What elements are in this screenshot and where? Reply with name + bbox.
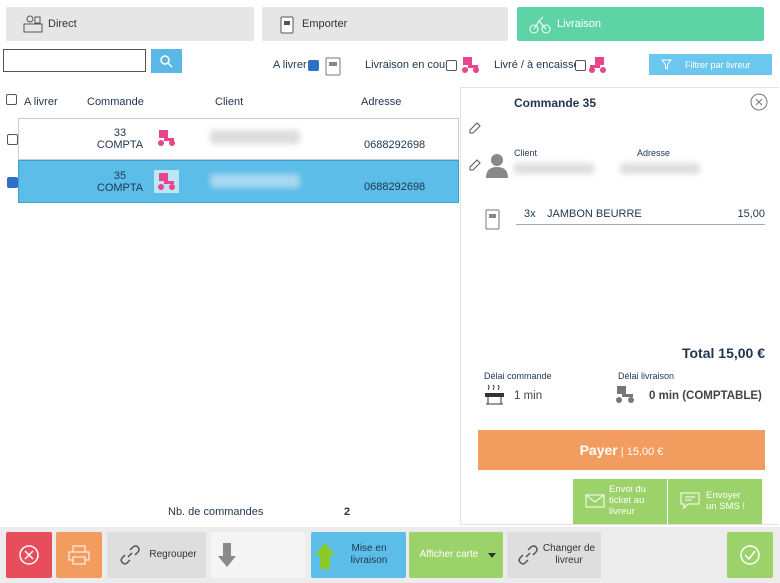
- tab-delivery[interactable]: Livraison: [517, 7, 764, 41]
- column-header: Adresse: [361, 96, 402, 108]
- phone: 0688292698: [364, 181, 426, 193]
- validate-button[interactable]: [727, 532, 773, 578]
- caret: [488, 553, 496, 558]
- order-delay: 1 min: [514, 390, 543, 402]
- phone: 0688292698: [364, 139, 426, 151]
- button-label: Mise en livraison: [350, 543, 388, 566]
- item-price: 15,00: [737, 208, 765, 220]
- item-name: JAMBON BEURRE: [547, 208, 642, 220]
- blurred-client: [210, 130, 300, 144]
- tab-takeaway[interactable]: Emporter: [262, 7, 508, 41]
- tab-label: Emporter: [302, 18, 348, 30]
- filter-checkbox[interactable]: [446, 60, 457, 71]
- order-number: 35: [113, 170, 127, 182]
- show-map-button[interactable]: Afficher carte: [409, 532, 503, 578]
- client-label: Client: [514, 148, 538, 158]
- bag-icon: [325, 57, 341, 76]
- order-count: 2: [344, 506, 351, 518]
- group-button[interactable]: Regrouper: [107, 532, 206, 578]
- filter-checkbox[interactable]: [575, 60, 586, 71]
- search-button[interactable]: [151, 49, 182, 73]
- search-input[interactable]: [3, 49, 146, 72]
- scooter-icon: [616, 386, 634, 403]
- funnel-icon: [661, 59, 672, 70]
- filter-label: A livrer: [273, 59, 307, 71]
- search-icon: [160, 55, 173, 68]
- order-label: COMPTA: [96, 139, 144, 151]
- button-label: Changer de livreur: [542, 543, 596, 566]
- filter-checkbox[interactable]: [308, 60, 319, 71]
- delivery-delay: 0 min (COMPTABLE): [649, 390, 762, 402]
- item-underline: [516, 224, 765, 225]
- pay-amount: 15,00 €: [626, 446, 664, 458]
- delivery-icon: [529, 16, 551, 34]
- column-header: Client: [215, 96, 244, 108]
- scooter-icon: [154, 170, 179, 193]
- button-label: Envoyer un SMS !: [706, 490, 746, 512]
- down-arrow: [218, 543, 236, 567]
- scooter-icon: [158, 130, 175, 146]
- cooking-icon: [485, 384, 504, 405]
- order-row[interactable]: [18, 118, 459, 160]
- cancel-button[interactable]: [6, 532, 52, 578]
- dispatch-button[interactable]: Mise en livraison: [311, 532, 406, 578]
- button-label: Afficher carte: [419, 549, 479, 560]
- item-icon: [485, 209, 500, 230]
- mail-icon: [585, 494, 605, 508]
- direct-icon: [23, 15, 43, 33]
- up-arrow: [315, 543, 335, 569]
- blurred-client: [210, 174, 300, 188]
- order-total: Total 15,00 €: [681, 345, 765, 361]
- takeaway-icon: [280, 16, 294, 34]
- order-count-label: Nb. de commandes: [168, 506, 264, 518]
- button-label: Filtrer par livreur: [685, 60, 751, 70]
- column-header: Commande: [87, 96, 144, 108]
- edit-icon[interactable]: [468, 159, 481, 172]
- tab-direct[interactable]: Direct: [6, 7, 254, 41]
- link-icon: [120, 545, 140, 565]
- send-sms-button[interactable]: Envoyer un SMS !: [668, 479, 762, 524]
- order-number: 33: [113, 127, 127, 139]
- pay-separator: |: [620, 446, 624, 458]
- blurred-client: [514, 163, 594, 174]
- order-title: Commande 35: [514, 96, 597, 110]
- edit-icon[interactable]: [468, 122, 481, 135]
- row-checkbox[interactable]: [7, 134, 18, 145]
- link-icon: [518, 545, 538, 565]
- button-label: Envoi du ticket au livreur: [609, 484, 646, 517]
- address-label: Adresse: [637, 148, 671, 158]
- filter-driver-button[interactable]: Filtrer par livreur: [649, 54, 772, 75]
- order-label: COMPTA: [96, 182, 144, 194]
- filter-label: Livré / à encaisser: [494, 59, 584, 71]
- blurred-address: [620, 163, 700, 174]
- column-header: A livrer: [24, 96, 58, 108]
- button-label: Regrouper: [149, 549, 197, 560]
- tab-label: Livraison: [557, 18, 602, 30]
- sms-icon: [680, 492, 700, 510]
- down-button[interactable]: [211, 532, 305, 578]
- pay-button[interactable]: Payer | 15,00 €: [478, 430, 765, 470]
- delivery-delay-label: Délai livraison: [618, 371, 675, 381]
- close-button[interactable]: [749, 92, 769, 112]
- cancel-icon: [19, 545, 39, 565]
- filter-label: Livraison en cours: [365, 59, 455, 71]
- send-ticket-button[interactable]: Envoi du ticket au livreur: [573, 479, 667, 524]
- scooter-icon: [589, 57, 606, 73]
- item-qty: 3x: [524, 208, 536, 220]
- tab-label: Direct: [48, 18, 77, 30]
- person-icon: [486, 154, 508, 178]
- row-checkbox[interactable]: [7, 177, 18, 188]
- select-all-checkbox[interactable]: [6, 94, 17, 105]
- check-icon: [740, 545, 760, 565]
- pay-label: Payer: [579, 442, 618, 458]
- print-button[interactable]: [56, 532, 102, 578]
- scooter-icon: [462, 57, 479, 73]
- change-driver-button[interactable]: Changer de livreur: [507, 532, 601, 578]
- print-icon: [68, 545, 90, 565]
- order-delay-label: Délai commande: [484, 371, 552, 381]
